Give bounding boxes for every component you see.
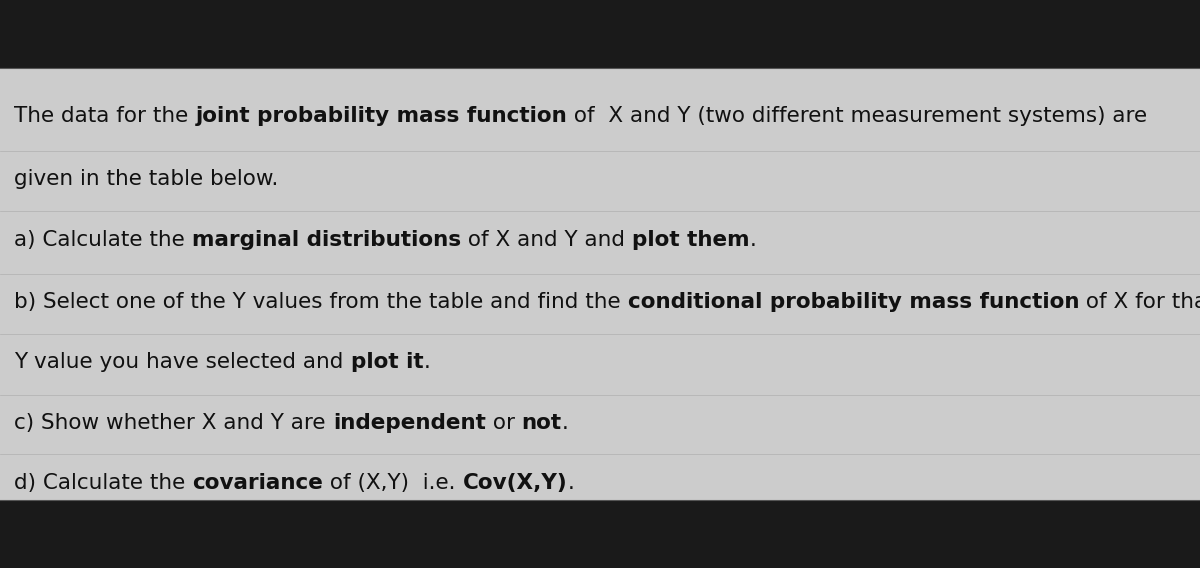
Text: b) Select one of the Y values from the table and find the: b) Select one of the Y values from the t…: [14, 292, 628, 312]
Text: The data for the: The data for the: [14, 106, 196, 127]
Text: Cov(X,Y): Cov(X,Y): [463, 473, 568, 493]
Text: a) Calculate the: a) Calculate the: [14, 229, 192, 250]
Text: .: .: [562, 413, 569, 433]
Text: plot it: plot it: [350, 352, 424, 373]
Text: conditional probability mass function: conditional probability mass function: [628, 292, 1080, 312]
Text: .: .: [750, 229, 756, 250]
Text: joint probability mass function: joint probability mass function: [196, 106, 568, 127]
FancyBboxPatch shape: [0, 68, 1200, 500]
Text: d) Calculate the: d) Calculate the: [14, 473, 192, 493]
Text: of (X,Y)  i.e.: of (X,Y) i.e.: [324, 473, 463, 493]
Text: .: .: [568, 473, 575, 493]
Text: independent: independent: [332, 413, 486, 433]
Text: c) Show whether X and Y are: c) Show whether X and Y are: [14, 413, 332, 433]
Text: given in the table below.: given in the table below.: [14, 169, 278, 189]
Text: not: not: [522, 413, 562, 433]
Text: of X for that: of X for that: [1080, 292, 1200, 312]
Text: plot them: plot them: [632, 229, 750, 250]
Text: covariance: covariance: [192, 473, 324, 493]
Text: Y value you have selected and: Y value you have selected and: [14, 352, 350, 373]
Text: or: or: [486, 413, 522, 433]
Text: of  X and Y (two different measurement systems) are: of X and Y (two different measurement sy…: [568, 106, 1147, 127]
Text: .: .: [424, 352, 430, 373]
Text: marginal distributions: marginal distributions: [192, 229, 461, 250]
Text: of X and Y and: of X and Y and: [461, 229, 632, 250]
